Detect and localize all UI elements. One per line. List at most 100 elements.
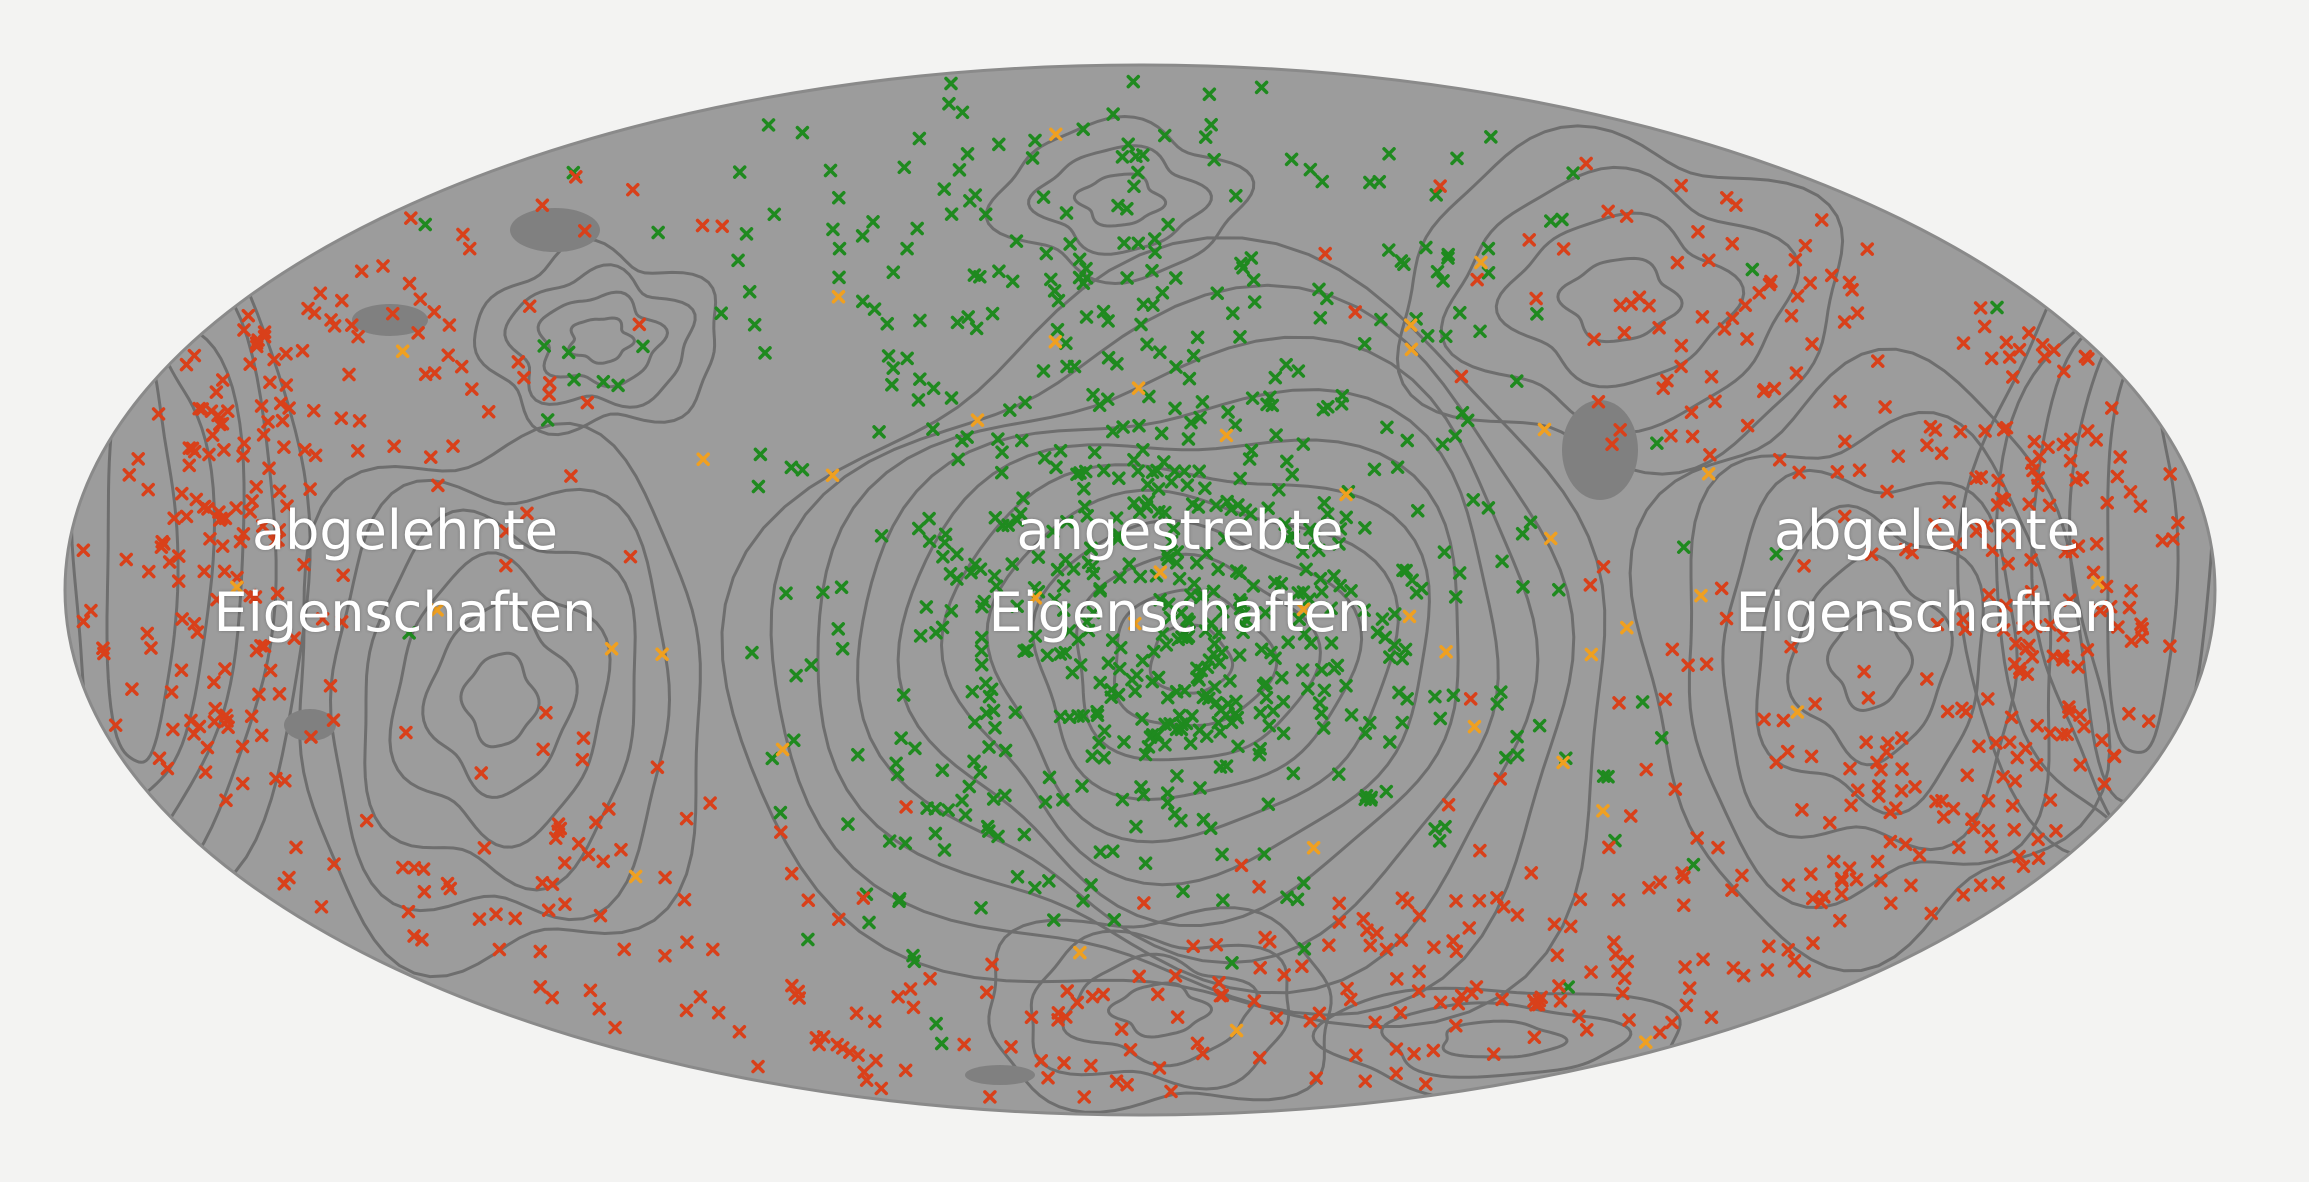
marker — [1128, 684, 1142, 698]
marker — [387, 439, 401, 453]
marker — [1332, 896, 1346, 911]
marker — [215, 539, 230, 553]
marker — [975, 630, 989, 645]
marker — [2001, 556, 2015, 571]
marker — [1481, 501, 1496, 515]
marker — [1063, 237, 1077, 251]
marker — [1989, 736, 2003, 750]
marker — [1357, 603, 1371, 617]
marker — [975, 657, 989, 672]
marker — [1996, 623, 2011, 637]
marker — [1292, 612, 1307, 626]
marker — [926, 381, 941, 395]
marker — [703, 796, 717, 810]
marker — [1510, 908, 1525, 922]
marker — [795, 463, 810, 477]
marker — [1057, 603, 1071, 617]
marker — [632, 317, 647, 332]
marker — [1740, 418, 1755, 433]
marker — [775, 742, 790, 757]
marker — [623, 549, 638, 564]
marker — [1481, 266, 1496, 280]
marker — [1115, 792, 1130, 807]
marker — [1332, 767, 1346, 781]
marker — [951, 452, 965, 467]
marker — [2055, 727, 2069, 742]
marker — [198, 765, 213, 779]
marker — [1638, 1035, 1653, 1049]
marker — [773, 805, 788, 820]
marker — [1221, 405, 1235, 419]
marker — [801, 932, 815, 947]
marker — [986, 703, 1001, 718]
marker — [1093, 584, 1107, 598]
marker — [561, 345, 576, 360]
marker — [1726, 961, 1741, 975]
marker — [125, 682, 139, 696]
marker — [1891, 449, 1906, 463]
marker — [928, 826, 943, 841]
marker — [1101, 392, 1115, 406]
marker — [2043, 618, 2057, 632]
marker — [1168, 401, 1182, 416]
marker — [2142, 714, 2156, 728]
marker — [303, 482, 317, 496]
marker — [1313, 572, 1328, 586]
marker — [1991, 876, 2005, 890]
marker — [1172, 571, 1187, 586]
marker — [910, 221, 924, 236]
marker — [985, 957, 999, 972]
marker — [190, 625, 205, 639]
marker — [1028, 880, 1042, 895]
marker — [1059, 336, 1073, 351]
marker — [1223, 674, 1237, 688]
marker — [1375, 612, 1390, 626]
marker — [1309, 1071, 1323, 1085]
marker — [758, 346, 772, 360]
marker — [1449, 1019, 1463, 1033]
marker — [334, 615, 349, 629]
marker — [336, 568, 350, 583]
marker — [1018, 395, 1032, 410]
marker — [1109, 511, 1124, 525]
marker — [1234, 596, 1248, 610]
marker — [1804, 749, 1819, 764]
marker — [2031, 478, 2045, 493]
marker — [1327, 661, 1342, 676]
marker — [1436, 274, 1450, 288]
marker — [886, 361, 900, 375]
marker — [1396, 563, 1410, 578]
marker — [1320, 507, 1335, 521]
marker — [2016, 621, 2030, 635]
marker — [1823, 815, 1837, 830]
marker — [545, 990, 559, 1005]
marker — [275, 413, 290, 428]
marker — [520, 506, 534, 521]
marker — [1136, 787, 1151, 802]
marker — [492, 942, 507, 957]
marker — [443, 881, 458, 896]
marker — [351, 444, 365, 458]
marker — [937, 843, 952, 857]
marker — [1302, 592, 1317, 606]
marker — [831, 622, 845, 636]
marker — [230, 580, 244, 595]
marker — [1316, 402, 1331, 417]
marker — [1985, 543, 2000, 557]
marker — [1080, 614, 1094, 629]
marker — [1261, 797, 1276, 811]
marker — [1153, 592, 1167, 607]
marker — [1999, 335, 2014, 350]
marker — [1042, 874, 1056, 888]
marker — [1117, 236, 1131, 250]
marker — [693, 990, 708, 1004]
marker — [1510, 374, 1524, 388]
marker — [208, 701, 222, 716]
marker — [1655, 731, 1669, 745]
marker — [1658, 692, 1673, 707]
marker — [982, 689, 997, 704]
marker — [1760, 963, 1775, 977]
marker — [1107, 913, 1121, 927]
marker — [1086, 387, 1100, 402]
marker — [2031, 851, 2046, 865]
